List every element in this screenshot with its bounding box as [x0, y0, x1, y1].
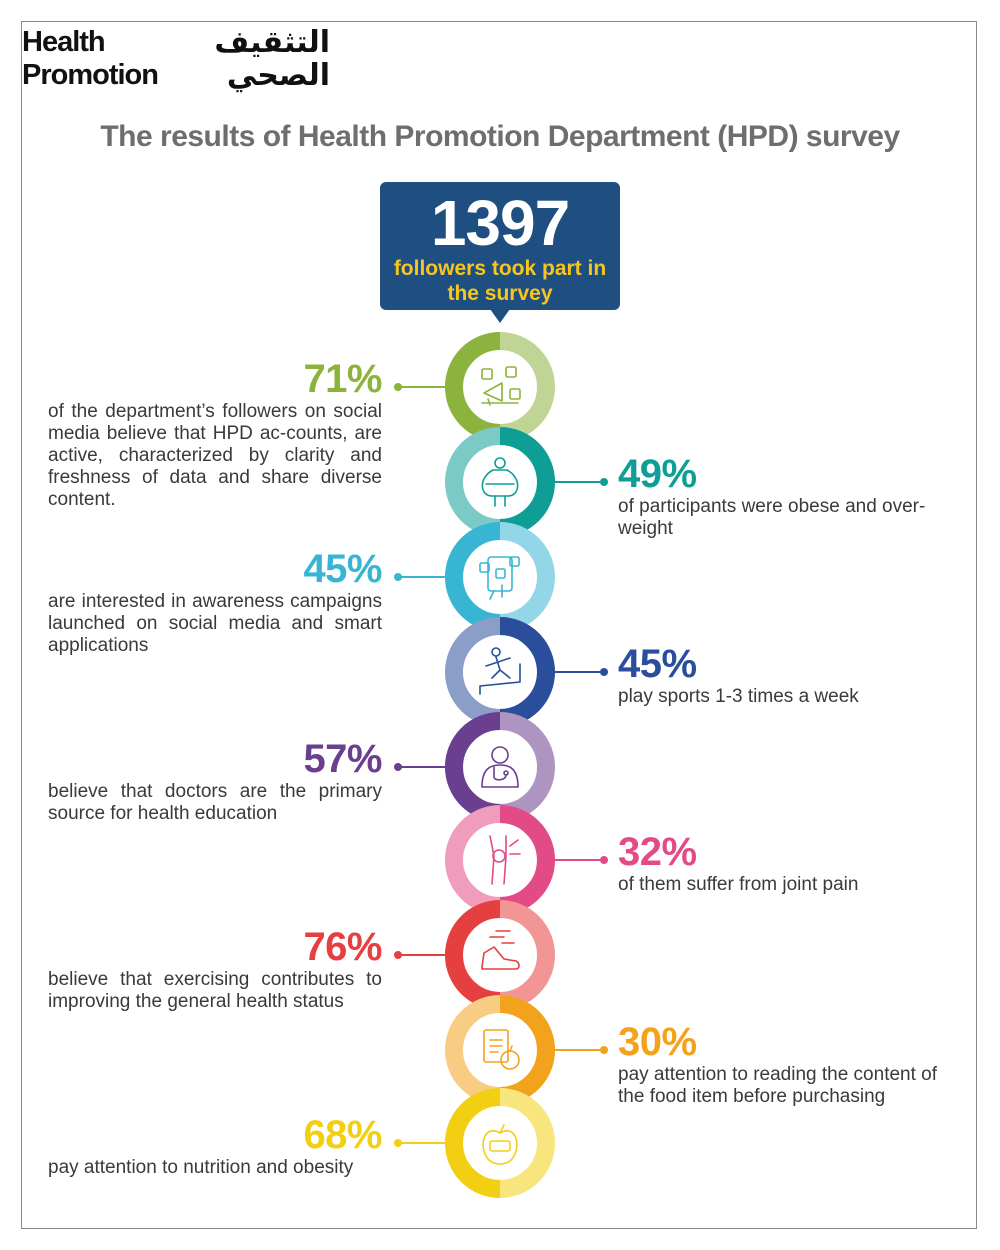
stat-description: pay attention to nutrition and obesity: [48, 1157, 354, 1178]
connector-dot: [600, 856, 608, 864]
stat-percent: 30%: [618, 1020, 697, 1064]
participants-callout: 1397 followers took part in the survey: [380, 182, 620, 323]
stat-ring-4: [445, 617, 608, 727]
connector-dot: [394, 951, 402, 959]
obese-person-icon: [481, 457, 519, 507]
ring-dark: [445, 522, 501, 632]
stat-item-9: 68% pay attention to nutrition and obesit…: [48, 1113, 383, 1179]
stat-percent: 45%: [618, 642, 697, 686]
logo-arabic: التثقيف الصحي: [200, 26, 330, 92]
doctor-icon: [481, 746, 519, 788]
stat-description: of them suffer from joint pain: [618, 874, 859, 895]
treadmill-runner-icon: [479, 647, 521, 695]
stat-percent: 57%: [303, 737, 382, 781]
connector-dot: [600, 668, 608, 676]
logo-arabic-line1: التثقيف: [214, 25, 330, 60]
stat-ring-1: [394, 332, 555, 442]
page-title: The results of Health Promotion Departme…: [100, 120, 900, 153]
ring-dark: [445, 900, 501, 1010]
ring-dark: [499, 617, 555, 727]
stat-description: of the department’s followers on social …: [48, 401, 382, 510]
clipboard-apple-icon: [483, 1029, 520, 1070]
logo-english-line1: Health: [22, 26, 106, 58]
connector-dot: [394, 383, 402, 391]
logo-arabic-line2: الصحي: [226, 58, 330, 93]
stat-item-8: 30% pay attention to reading the content …: [618, 1020, 958, 1108]
knee-joint-icon: [489, 835, 521, 885]
stat-description: play sports 1-3 times a week: [618, 686, 859, 707]
connector-dot: [394, 1139, 402, 1147]
apple-scale-icon: [482, 1124, 518, 1165]
running-shoe-icon: [481, 930, 520, 970]
stat-ring-6: [445, 805, 608, 915]
page-frame: [21, 21, 977, 1229]
stat-ring-3: [394, 522, 555, 632]
stat-description: of participants were obese and over-weig…: [618, 496, 926, 539]
participants-label: followers took part in the survey: [393, 257, 607, 305]
stat-description: pay attention to reading the content of …: [618, 1064, 938, 1107]
logo-english: Health Promotion: [22, 26, 159, 92]
stat-item-4: 45% play sports 1-3 times a week: [618, 642, 958, 708]
stat-percent: 49%: [618, 452, 697, 496]
ring-dark: [445, 332, 501, 442]
stat-description: are interested in awareness campaigns la…: [48, 591, 382, 656]
connector-dot: [394, 763, 402, 771]
stat-item-2: 49% of participants were obese and over-w…: [618, 452, 958, 540]
stat-percent: 45%: [303, 547, 382, 591]
health-promotion-logo: Health Promotion التثقيف الصحي: [22, 26, 332, 96]
connector-dot: [600, 478, 608, 486]
stat-description: believe that doctors are the primary sou…: [48, 781, 382, 824]
social-media-megaphone-icon: [481, 366, 521, 406]
stat-item-1: 71% of the department’s followers on soci…: [48, 357, 383, 511]
ring-dark: [499, 995, 555, 1105]
stat-percent: 68%: [303, 1113, 382, 1157]
ring-dark: [499, 805, 555, 915]
connector-dot: [394, 573, 402, 581]
logo-english-line2: Promotion: [22, 59, 159, 91]
connector-dot: [600, 1046, 608, 1054]
ring-dark: [445, 712, 501, 822]
ring-dark: [445, 1088, 501, 1198]
stat-percent: 71%: [303, 357, 382, 401]
stat-ring-7: [394, 900, 555, 1010]
stat-ring-5: [394, 712, 555, 822]
stat-item-5: 57% believe that doctors are the primary …: [48, 737, 383, 825]
stat-description: believe that exercising contributes to i…: [48, 969, 382, 1012]
stat-ring-9: [394, 1088, 555, 1198]
ring-dark: [499, 427, 555, 537]
stat-item-3: 45% are interested in awareness campaigns…: [48, 547, 383, 657]
stat-ring-8: [445, 995, 608, 1105]
stat-item-7: 76% believe that exercising contributes t…: [48, 925, 383, 1013]
smartphone-apps-icon: [479, 556, 520, 600]
stat-item-6: 32% of them suffer from joint pain: [618, 830, 958, 896]
stat-percent: 76%: [303, 925, 382, 969]
participants-count: 1397: [430, 187, 570, 259]
stat-percent: 32%: [618, 830, 697, 874]
stat-ring-2: [445, 427, 608, 537]
